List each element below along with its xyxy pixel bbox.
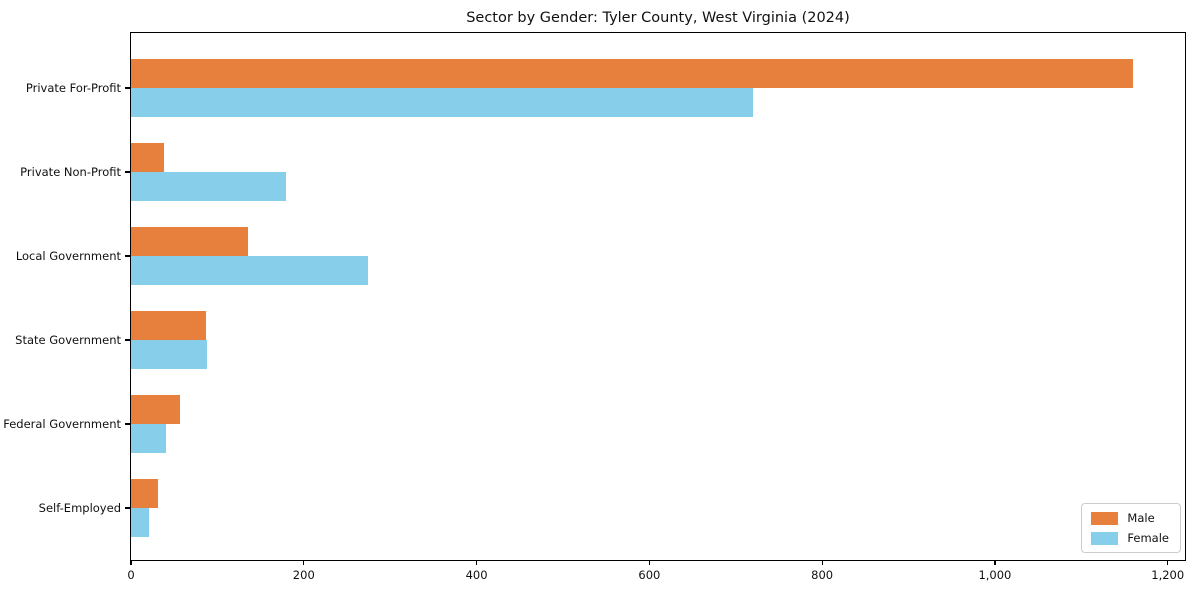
x-axis-label: 600 xyxy=(638,568,661,582)
y-axis-label: State Government xyxy=(15,333,121,347)
y-axis-label: Federal Government xyxy=(3,417,121,431)
x-axis-label: 0 xyxy=(127,568,135,582)
y-tick-mark xyxy=(124,171,130,173)
bar-male-3 xyxy=(131,311,206,340)
bar-male-2 xyxy=(131,227,248,256)
bar-female-2 xyxy=(131,256,368,285)
bar-male-5 xyxy=(131,479,158,508)
x-tick-mark xyxy=(130,560,132,565)
bar-female-1 xyxy=(131,172,286,201)
x-tick-mark xyxy=(648,560,650,565)
x-axis-label: 1,000 xyxy=(978,568,1012,582)
x-axis-label: 400 xyxy=(465,568,488,582)
bar-male-4 xyxy=(131,395,180,424)
y-axis-label: Private Non-Profit xyxy=(20,165,121,179)
bar-female-4 xyxy=(131,424,166,453)
bar-female-5 xyxy=(131,508,149,537)
x-axis-label: 1,200 xyxy=(1151,568,1185,582)
y-axis-label: Self-Employed xyxy=(38,501,121,515)
y-tick-mark xyxy=(124,339,130,341)
y-tick-mark xyxy=(124,423,130,425)
y-axis-label: Local Government xyxy=(15,249,121,263)
legend-label-male: Male xyxy=(1127,511,1155,525)
legend-label-female: Female xyxy=(1127,531,1169,545)
x-tick-mark xyxy=(475,560,478,565)
male-swatch-icon xyxy=(1091,511,1119,525)
y-tick-mark xyxy=(124,507,130,509)
legend-row-female: Female xyxy=(1091,531,1169,545)
female-swatch-icon xyxy=(1091,531,1119,545)
x-tick-mark xyxy=(821,560,823,565)
plot-area: Male Female Private For-Profit Private No… xyxy=(3,32,1186,582)
y-axis-label: Private For-Profit xyxy=(25,81,121,95)
x-tick-mark xyxy=(994,560,996,565)
y-tick-mark xyxy=(124,255,130,257)
bar-male-1 xyxy=(131,143,164,172)
x-tick-mark xyxy=(1167,560,1169,565)
legend-row-male: Male xyxy=(1091,511,1169,525)
x-axis-label: 800 xyxy=(811,568,834,582)
bar-female-0 xyxy=(131,88,753,117)
x-tick-mark xyxy=(303,560,305,565)
bar-female-3 xyxy=(131,340,207,369)
y-tick-mark xyxy=(124,87,130,89)
chart-title: Sector by Gender: Tyler County, West Vir… xyxy=(466,10,850,26)
x-axis-label: 200 xyxy=(292,568,315,582)
legend: Male Female xyxy=(1081,503,1181,553)
bar-male-0 xyxy=(131,59,1133,88)
